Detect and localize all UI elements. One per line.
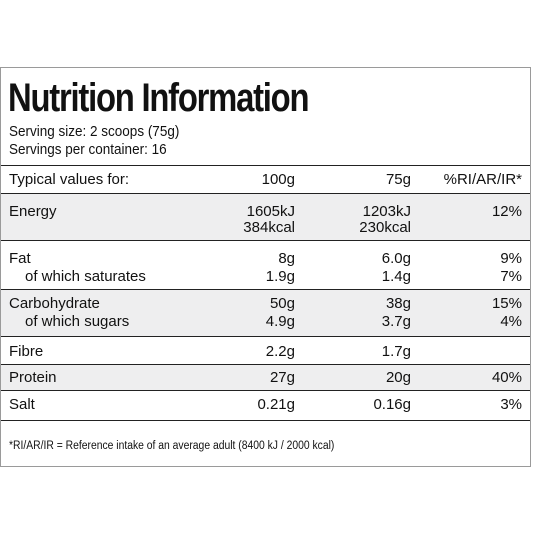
table-row-protein: Protein 27g 20g 40%	[1, 364, 530, 390]
saturates-label: of which saturates	[25, 268, 146, 285]
energy-75g-kj: 1203kJ	[362, 203, 411, 220]
protein-label: Protein	[9, 369, 57, 386]
table-row-fat: Fat 8g 6.0g 9% of which saturates 1.9g 1…	[1, 240, 530, 289]
column-ri-header: %RI/AR/IR*	[443, 171, 522, 188]
carbohydrate-ri: 15%	[491, 295, 522, 312]
servings-per-container: Servings per container: 16	[9, 141, 167, 158]
salt-100g: 0.21g	[257, 396, 295, 413]
energy-ri: 12%	[491, 203, 522, 220]
salt-ri: 3%	[500, 396, 522, 413]
carbohydrate-75g: 38g	[385, 295, 411, 312]
energy-100g-kcal: 384kcal	[243, 219, 295, 236]
page-title: Nutrition Information	[8, 76, 310, 120]
fat-label: Fat	[9, 250, 31, 267]
saturates-ri: 7%	[500, 268, 522, 285]
protein-ri: 40%	[491, 369, 522, 386]
energy-label: Energy	[9, 203, 57, 220]
table-row-fibre: Fibre 2.2g 1.7g	[1, 336, 530, 364]
table-row-energy: Energy 1605kJ 384kcal 1203kJ 230kcal 12%	[1, 193, 530, 240]
table-row-salt: Salt 0.21g 0.16g 3%	[1, 390, 530, 421]
sugars-100g: 4.9g	[265, 313, 295, 330]
saturates-100g: 1.9g	[265, 268, 295, 285]
protein-75g: 20g	[385, 369, 411, 386]
fat-100g: 8g	[278, 250, 295, 267]
table-row-carbohydrate: Carbohydrate 50g 38g 15% of which sugars…	[1, 289, 530, 336]
fibre-label: Fibre	[9, 343, 44, 360]
fibre-100g: 2.2g	[265, 343, 295, 360]
column-100g-header: 100g	[261, 171, 295, 188]
serving-size: Serving size: 2 scoops (75g)	[9, 123, 180, 140]
carbohydrate-label: Carbohydrate	[9, 295, 100, 312]
sugars-ri: 4%	[500, 313, 522, 330]
fat-ri: 9%	[500, 250, 522, 267]
sugars-75g: 3.7g	[381, 313, 411, 330]
carbohydrate-100g: 50g	[269, 295, 295, 312]
table-header: Typical values for: 100g 75g %RI/AR/IR*	[1, 165, 530, 193]
column-75g-header: 75g	[385, 171, 411, 188]
saturates-75g: 1.4g	[381, 268, 411, 285]
salt-label: Salt	[9, 396, 35, 413]
fibre-75g: 1.7g	[381, 343, 411, 360]
energy-100g-kj: 1605kJ	[246, 203, 295, 220]
nutrition-panel: Nutrition Information Serving size: 2 sc…	[0, 67, 531, 467]
footnote: *RI/AR/IR = Reference intake of an avera…	[9, 440, 335, 452]
column-label-header: Typical values for:	[9, 171, 130, 188]
nutrition-table: Typical values for: 100g 75g %RI/AR/IR* …	[1, 165, 530, 421]
fat-75g: 6.0g	[381, 250, 411, 267]
sugars-label: of which sugars	[25, 313, 130, 330]
protein-100g: 27g	[269, 369, 295, 386]
salt-75g: 0.16g	[373, 396, 411, 413]
energy-75g-kcal: 230kcal	[359, 219, 411, 236]
